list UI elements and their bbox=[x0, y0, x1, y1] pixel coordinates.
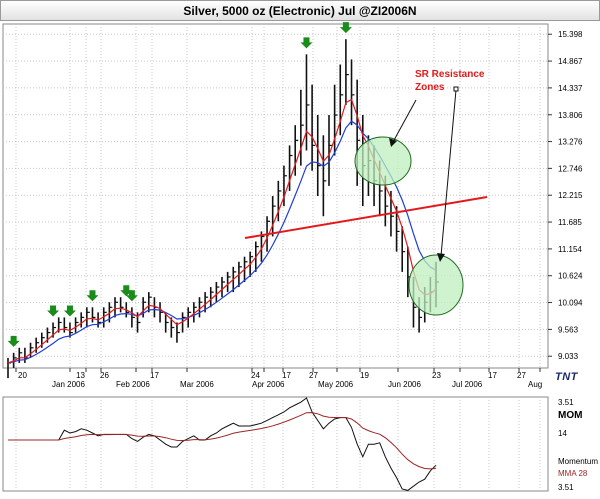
x-tick-label: Jul 2006 bbox=[452, 380, 483, 389]
x-tick-label: Aug bbox=[528, 380, 542, 389]
x-tick-label: 13 bbox=[76, 371, 85, 380]
signal-arrow bbox=[86, 290, 99, 302]
annotation-label: Zones bbox=[415, 82, 445, 93]
trendline bbox=[244, 196, 488, 239]
y-tick-label: 10.624 bbox=[558, 272, 583, 281]
x-tick-label: 17 bbox=[282, 371, 291, 380]
momentum-line bbox=[8, 397, 437, 491]
resistance-zone bbox=[354, 136, 412, 186]
y-tick-label: 9.033 bbox=[558, 352, 579, 361]
signal-arrow bbox=[47, 305, 60, 317]
signal-arrow bbox=[63, 305, 76, 317]
annotation-arrow bbox=[440, 89, 457, 257]
plot-area bbox=[2, 23, 549, 369]
tnt-logo: TNT bbox=[555, 371, 578, 383]
annotation-anchor bbox=[453, 86, 459, 92]
y-tick-label: 13.276 bbox=[558, 138, 583, 147]
signal-arrow bbox=[7, 335, 20, 347]
annotation-arrowhead bbox=[389, 138, 397, 147]
x-tick-label: 17 bbox=[488, 371, 497, 380]
x-tick-label: 27 bbox=[517, 371, 526, 380]
signal-arrow bbox=[300, 37, 313, 49]
x-tick-label: 23 bbox=[432, 371, 441, 380]
y-tick-label: 9.563 bbox=[558, 325, 579, 334]
y-tick-label: 10.094 bbox=[558, 299, 583, 308]
momentum-title: MOM bbox=[558, 410, 582, 421]
momentum-legend: Momentum bbox=[558, 457, 598, 466]
annotation-arrow bbox=[392, 99, 417, 143]
x-tick-label: 27 bbox=[309, 371, 318, 380]
signal-arrow bbox=[125, 290, 138, 302]
x-tick-label: May 2006 bbox=[318, 380, 354, 389]
x-tick-label: Mar 2006 bbox=[180, 380, 214, 389]
y-tick-label: 11.685 bbox=[558, 218, 582, 227]
x-tick-label: 17 bbox=[150, 371, 159, 380]
mma-line bbox=[8, 412, 437, 470]
y-tick-label: 14.337 bbox=[558, 84, 583, 93]
x-tick-label: 20 bbox=[18, 371, 27, 380]
y-tick-label: 13.806 bbox=[558, 111, 583, 120]
title-bar: Silver, 5000 oz (Electronic) Jul @ZI2006… bbox=[0, 0, 600, 21]
momentum-legend: MMA 28 bbox=[558, 469, 588, 478]
annotation-arrowhead bbox=[437, 253, 445, 262]
x-tick-label: 26 bbox=[100, 371, 109, 380]
y-tick-label: 12.746 bbox=[558, 164, 583, 173]
signal-arrow bbox=[339, 22, 352, 34]
y-tick-label: 12.215 bbox=[558, 191, 583, 200]
y-tick-label: 11.154 bbox=[558, 245, 582, 254]
momentum-panel bbox=[2, 396, 549, 492]
y-tick-label: 14.867 bbox=[558, 57, 583, 66]
annotation-label: SR Resistance bbox=[415, 69, 485, 80]
x-tick-label: 19 bbox=[360, 371, 369, 380]
momentum-tick-label: 3.51 bbox=[558, 483, 574, 492]
x-tick-label: Jun 2006 bbox=[388, 380, 421, 389]
chart-title: Silver, 5000 oz (Electronic) Jul @ZI2006… bbox=[183, 4, 417, 18]
momentum-tick-label: 3.51 bbox=[558, 398, 574, 407]
ma-fast-line bbox=[7, 98, 437, 364]
signal-arrow bbox=[120, 285, 133, 297]
y-tick-label: 15.398 bbox=[558, 30, 583, 39]
x-tick-label: Feb 2006 bbox=[116, 380, 150, 389]
x-tick-label: 24 bbox=[251, 371, 260, 380]
ma-slow-line bbox=[7, 120, 437, 364]
x-tick-label: Apr 2006 bbox=[252, 380, 285, 389]
resistance-zone bbox=[408, 254, 464, 316]
x-tick-label: Jan 2006 bbox=[52, 380, 85, 389]
momentum-tick-label: 14 bbox=[558, 429, 567, 438]
